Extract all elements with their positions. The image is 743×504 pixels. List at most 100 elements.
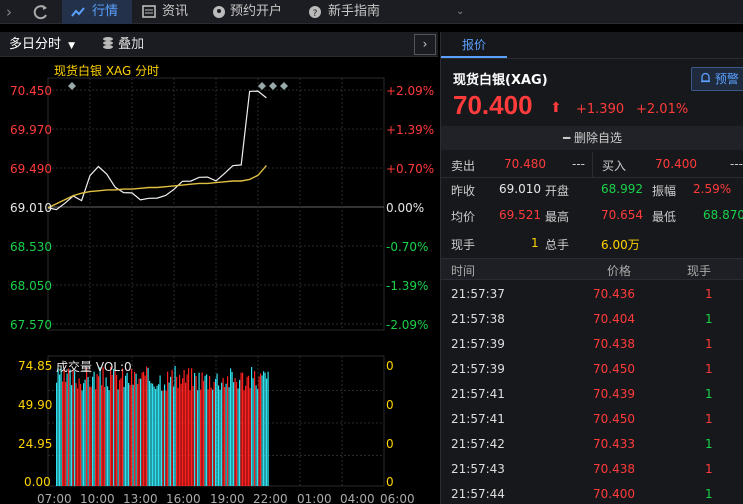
trade-volume: 1 [705,312,713,326]
volume-bar [173,386,175,486]
news-icon [142,0,156,33]
volume-bar [204,375,206,486]
trade-time: 21:57:44 [451,487,505,501]
time-tick: 22:00 [253,492,288,504]
pct-tick: -1.39% [386,279,429,293]
volume-bar [147,367,149,486]
volume-bar [156,385,158,486]
table-row[interactable]: 21:57:39 70.450 1 [441,357,743,382]
volume-bar [87,377,89,486]
volume-bar [221,382,223,486]
volume-bar [92,376,94,486]
trade-price: 70.404 [593,312,635,326]
volume-bar [132,384,134,486]
volume-bar [119,380,121,486]
pct-tick: +1.39% [386,123,435,137]
table-row[interactable]: 21:57:41 70.439 1 [441,382,743,407]
volume-bar [219,389,221,486]
layers-icon [102,37,118,52]
volume-bar [155,388,157,486]
vol-tick-right: 0 [386,437,394,451]
table-row[interactable]: 21:57:41 70.450 1 [441,407,743,432]
table-row[interactable]: 21:57:37 70.436 1 [441,282,743,307]
volume-bar [225,383,227,486]
price-change: +1.390 [576,102,625,117]
pct-tick: -2.09% [386,318,429,332]
chart-icon [70,0,86,33]
volume-bar [126,372,128,486]
trades-list[interactable]: 21:57:37 70.436 1 21:57:38 70.404 1 21:57:39 70… [441,282,743,504]
volume-bar [102,367,104,486]
volume-bar [233,382,235,486]
volume-bar [234,378,236,486]
table-row[interactable]: 21:57:39 70.438 1 [441,332,743,357]
chart-toolbar: 多日分时 ▼ 叠加 › [0,32,438,57]
trade-volume: 1 [705,412,713,426]
trade-volume: 1 [705,487,713,501]
divider [441,58,743,59]
open-value: 68.992 [601,182,643,196]
volume-bar [183,370,185,486]
period-dropdown[interactable]: 多日分时 ▼ [0,32,92,57]
table-row[interactable]: 21:57:38 70.404 1 [441,307,743,332]
volume-bar [63,367,65,486]
volume-bar [152,383,154,486]
trades-header-time: 时间 [451,264,476,278]
trade-volume: 1 [705,337,713,351]
alert-button[interactable]: 预警 [691,67,743,91]
tab-news[interactable]: 资讯 [140,0,202,24]
tab-quote[interactable]: 报价 [441,32,507,58]
trades-header-price: 价格 [607,264,632,278]
volume-bar [140,378,142,486]
volume-bar [66,373,68,486]
trade-price: 70.439 [593,387,635,401]
amplitude-label: 振幅 [652,184,677,198]
volume-bar [203,380,205,486]
overlay-button[interactable]: 叠加 [94,32,174,57]
trade-time: 21:57:41 [451,387,505,401]
bell-icon [700,72,715,86]
refresh-icon[interactable] [30,0,56,24]
volume-bar [209,375,211,486]
chevron-right-icon[interactable]: › [6,3,12,21]
remove-watchlist-button[interactable]: ━ 删除自选 [441,126,743,150]
arrow-up-icon: ⬆ [550,100,562,116]
volume-bar [198,372,200,486]
panel-toggle-button[interactable]: › [414,34,436,55]
volume-bar [56,382,58,486]
volume-bar [254,371,256,486]
volume-bar [143,371,145,486]
sell-label: 卖出 [451,159,476,173]
volume-bar [95,389,97,486]
table-row[interactable]: 21:57:44 70.400 1 [441,482,743,504]
volume-bar [216,373,218,486]
vol-tick: 24.95 [18,437,53,451]
volume-bar [207,389,209,486]
tab-guide[interactable]: ? 新手指南 [306,0,392,24]
volume-bar [170,376,172,486]
volume-bar [239,379,241,486]
top-nav-bar: › 行情 资讯 预约开户 ? 新手指南 ⌄ [0,0,743,24]
volume-bar [242,372,244,486]
volume-label: 成交量 VOL:0 [56,360,132,374]
trades-header: 时间 价格 现手 [441,258,743,280]
price-chart[interactable] [0,60,440,350]
trade-volume: 1 [705,362,713,376]
volume-bar [168,382,170,486]
time-tick: 01:00 [297,492,332,504]
volume-chart[interactable] [0,352,440,492]
tab-market[interactable]: 行情 [62,0,132,24]
price-tick: 69.010 [10,201,52,215]
volume-bar [158,384,160,486]
stats-grid: 昨收 69.010 开盘 68.992 振幅 2.59% 均价 69.521 最… [441,180,743,260]
volume-bar [138,378,140,486]
remove-watchlist-label: 删除自选 [574,131,623,145]
volume-bar [251,367,253,486]
table-row[interactable]: 21:57:42 70.433 1 [441,432,743,457]
table-row[interactable]: 21:57:43 70.438 1 [441,457,743,482]
double-chevron-down-icon[interactable]: ⌄ [456,6,465,17]
tab-open-account[interactable]: 预约开户 [210,0,296,24]
vol-tick: 0.00 [24,475,51,489]
high-label: 最高 [545,210,570,224]
price-tick: 70.450 [10,84,52,98]
